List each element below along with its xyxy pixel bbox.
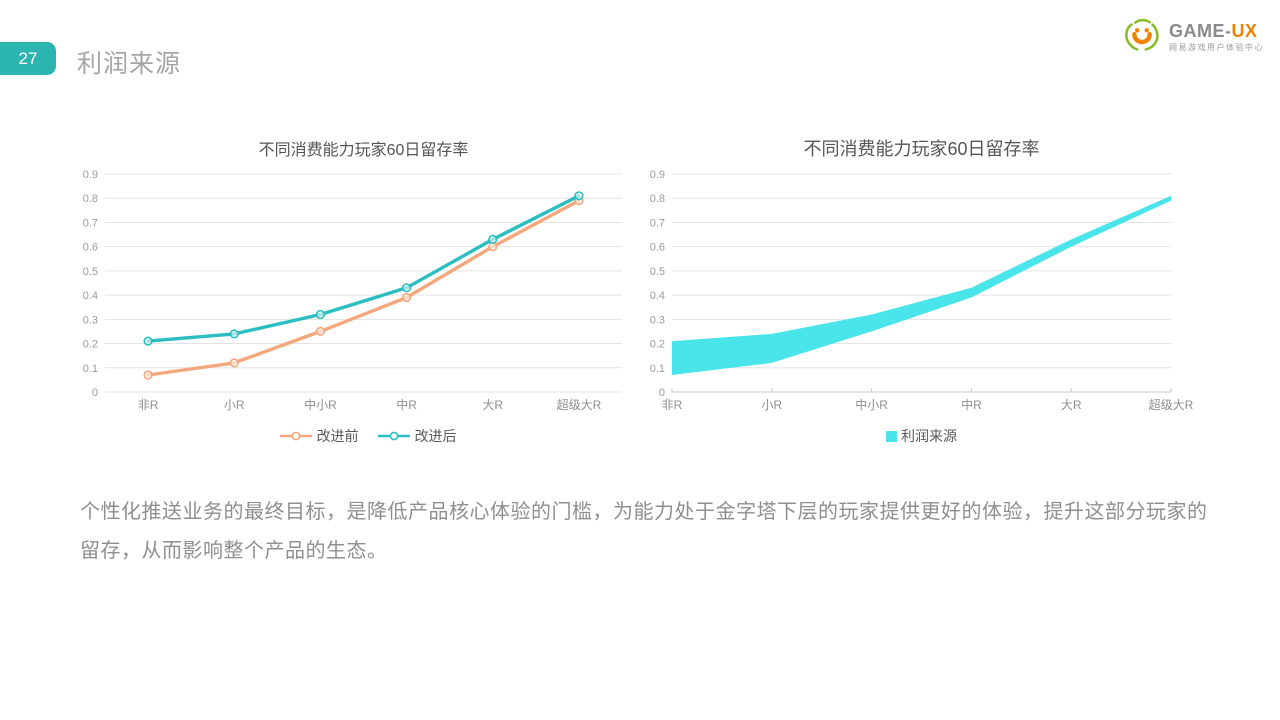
logo-name: GAME-UX <box>1169 20 1258 41</box>
svg-text:大R: 大R <box>482 398 503 412</box>
legend-square-marker-icon <box>886 430 897 442</box>
svg-text:0.2: 0.2 <box>650 339 665 351</box>
svg-text:0.6: 0.6 <box>650 242 665 254</box>
legend-item-series-0: 改进前 <box>279 426 359 446</box>
svg-text:0.7: 0.7 <box>83 217 98 229</box>
svg-text:0.9: 0.9 <box>650 169 665 181</box>
logo-subtitle: 网易游戏用户体验中心 <box>1169 42 1264 52</box>
svg-text:0.8: 0.8 <box>83 193 98 205</box>
chart-retention-band: 不同消费能力玩家60日留存率 0 0.1 0.2 0.3 0.4 0.5 0.6 0.7 0.8… <box>645 128 1210 446</box>
svg-text:0.6: 0.6 <box>83 242 98 254</box>
legend-label: 利润来源 <box>901 428 957 444</box>
series-1 <box>143 191 584 346</box>
legend-label: 改进后 <box>414 428 457 444</box>
legend-item-series-0: 利润来源 <box>886 426 957 446</box>
chart1-title: 不同消费能力玩家60日留存率 <box>258 142 469 159</box>
charts-row: 不同消费能力玩家60日留存率 0 0.1 0.2 0.3 0.4 0.5 0.6 0.7 0.8… <box>70 128 1210 446</box>
svg-text:0.9: 0.9 <box>83 169 98 181</box>
svg-text:0.5: 0.5 <box>83 266 98 278</box>
svg-text:0.7: 0.7 <box>650 217 665 229</box>
svg-text:0.3: 0.3 <box>650 314 665 326</box>
svg-text:0.8: 0.8 <box>650 193 665 205</box>
x-axis-line <box>671 388 1172 393</box>
chart1-legend: 改进前 改进后 <box>70 426 630 446</box>
legend-label: 改进前 <box>316 428 359 444</box>
legend-line-marker-icon <box>279 431 312 441</box>
svg-text:中小R: 中小R <box>304 397 337 412</box>
svg-text:中小R: 中小R <box>855 397 888 412</box>
svg-text:0.1: 0.1 <box>650 363 665 375</box>
x-axis: 非R 小R 中小R 中R 大R 超级大R <box>662 397 1194 412</box>
logo: GAME-UX 网易游戏用户体验中心 <box>1121 16 1264 58</box>
legend-line-marker-icon <box>377 431 410 441</box>
x-axis: 非R 小R 中小R 中R 大R 超级大R <box>138 397 602 412</box>
area-chart-plot: 0 0.1 0.2 0.3 0.4 0.5 0.6 0.7 0.8 0.9 非R 小R 中小R 中R 大R 超… <box>650 169 1194 412</box>
chart2-title: 不同消费能力玩家60日留存率 <box>803 139 1040 159</box>
y-axis: 0 0.1 0.2 0.3 0.4 0.5 0.6 0.7 0.8 0.9 <box>83 169 622 399</box>
page-title: 利润来源 <box>77 50 182 78</box>
line-chart-plot: 0 0.1 0.2 0.3 0.4 0.5 0.6 0.7 0.8 0.9 非R 小R 中小R 中R 大R 超… <box>83 169 622 412</box>
svg-text:0.5: 0.5 <box>650 266 665 278</box>
svg-text:0.4: 0.4 <box>83 290 98 302</box>
svg-text:大R: 大R <box>1061 398 1082 412</box>
page-number: 27 <box>18 48 38 68</box>
svg-text:超级大R: 超级大R <box>1149 397 1194 412</box>
svg-text:非R: 非R <box>138 398 159 412</box>
svg-text:0.1: 0.1 <box>83 363 98 375</box>
svg-text:超级大R: 超级大R <box>557 397 602 412</box>
svg-text:0.3: 0.3 <box>83 314 98 326</box>
svg-text:中R: 中R <box>961 397 982 412</box>
svg-text:0.4: 0.4 <box>650 290 665 302</box>
svg-text:0: 0 <box>92 387 98 399</box>
svg-text:小R: 小R <box>761 398 782 412</box>
logo-text: GAME-UX 网易游戏用户体验中心 <box>1169 20 1264 53</box>
y-axis: 0 0.1 0.2 0.3 0.4 0.5 0.6 0.7 0.8 0.9 <box>650 169 1171 399</box>
series-0 <box>143 195 584 380</box>
svg-text:中R: 中R <box>396 397 417 412</box>
page-number-badge: 27 <box>0 42 56 75</box>
legend-item-series-1: 改进后 <box>377 426 457 446</box>
svg-text:小R: 小R <box>224 398 245 412</box>
series-band <box>672 195 1171 375</box>
chart-retention-line: 不同消费能力玩家60日留存率 0 0.1 0.2 0.3 0.4 0.5 0.6 0.7 0.8… <box>70 128 630 446</box>
logo-mark-icon <box>1125 18 1159 51</box>
svg-text:0.2: 0.2 <box>83 339 98 351</box>
chart2-legend: 利润来源 <box>645 426 1210 446</box>
body-paragraph: 个性化推送业务的最终目标，是降低产品核心体验的门槛，为能力处于金字塔下层的玩家提… <box>80 501 1208 562</box>
svg-text:0: 0 <box>659 387 665 399</box>
svg-text:非R: 非R <box>662 398 683 412</box>
